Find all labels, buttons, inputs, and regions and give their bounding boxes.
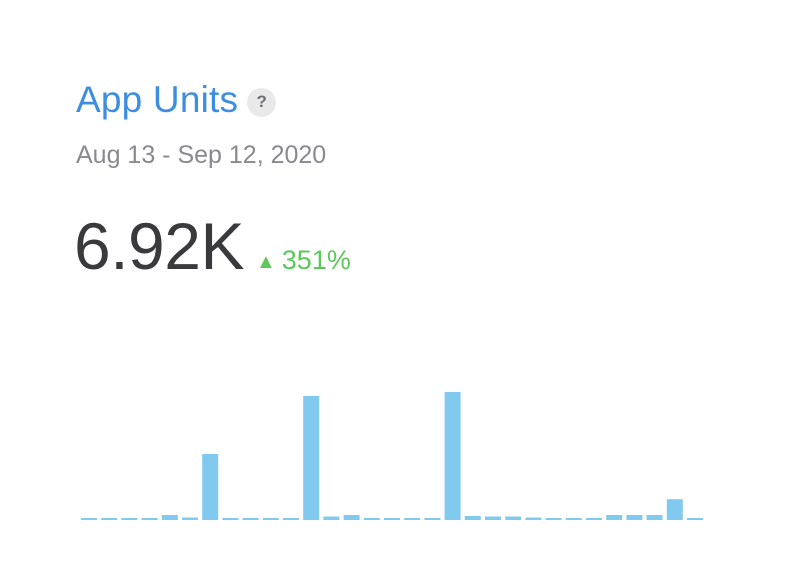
bar-aug-19[interactable] [202, 454, 219, 520]
bar-aug-17[interactable] [161, 515, 178, 520]
bar-sep-9[interactable] [626, 515, 643, 520]
bar-sep-5[interactable] [545, 518, 562, 520]
bar-sep-2[interactable] [485, 516, 501, 521]
bar-aug-23[interactable] [283, 518, 299, 520]
bar-aug-21[interactable] [242, 518, 259, 520]
bar-sep-12[interactable] [687, 518, 703, 520]
bar-aug-26[interactable] [343, 515, 360, 520]
bar-sep-11[interactable] [666, 499, 683, 520]
bar-sep-4[interactable] [525, 517, 542, 521]
bar-sep-1[interactable] [464, 516, 481, 520]
question-mark-circle-icon[interactable]: ? [247, 87, 277, 117]
bar-sep-6[interactable] [565, 518, 582, 520]
bar-aug-13[interactable] [81, 518, 97, 520]
change-indicator: ▲ 351% [256, 245, 351, 276]
metric-value: 6.92K [74, 209, 244, 283]
metric-row: 6.92K ▲ 351% [74, 208, 351, 284]
bar-aug-31[interactable] [444, 392, 461, 520]
card-title[interactable]: App Units [76, 79, 239, 120]
bar-aug-30[interactable] [424, 518, 441, 520]
bar-sep-7[interactable] [586, 518, 602, 520]
change-percent: 351% [281, 245, 351, 275]
bar-sep-10[interactable] [646, 515, 663, 520]
bar-aug-27[interactable] [363, 518, 380, 520]
bar-aug-18[interactable] [182, 517, 198, 521]
bar-aug-16[interactable] [141, 518, 158, 520]
bar-aug-14[interactable] [101, 518, 118, 520]
bar-sep-3[interactable] [505, 516, 522, 521]
bar-sep-8[interactable] [606, 515, 623, 520]
date-range: Aug 13 - Sep 12, 2020 [76, 141, 327, 169]
bar-aug-28[interactable] [384, 518, 400, 520]
title-row: App Units ? [76, 78, 277, 122]
bar-aug-15[interactable] [121, 518, 138, 520]
bar-aug-25[interactable] [323, 516, 340, 521]
triangle-up-icon: ▲ [255, 251, 276, 273]
bar-aug-24[interactable] [303, 396, 320, 520]
bar-aug-29[interactable] [404, 518, 421, 520]
bar-aug-20[interactable] [222, 518, 239, 520]
bar-aug-22[interactable] [262, 518, 279, 520]
